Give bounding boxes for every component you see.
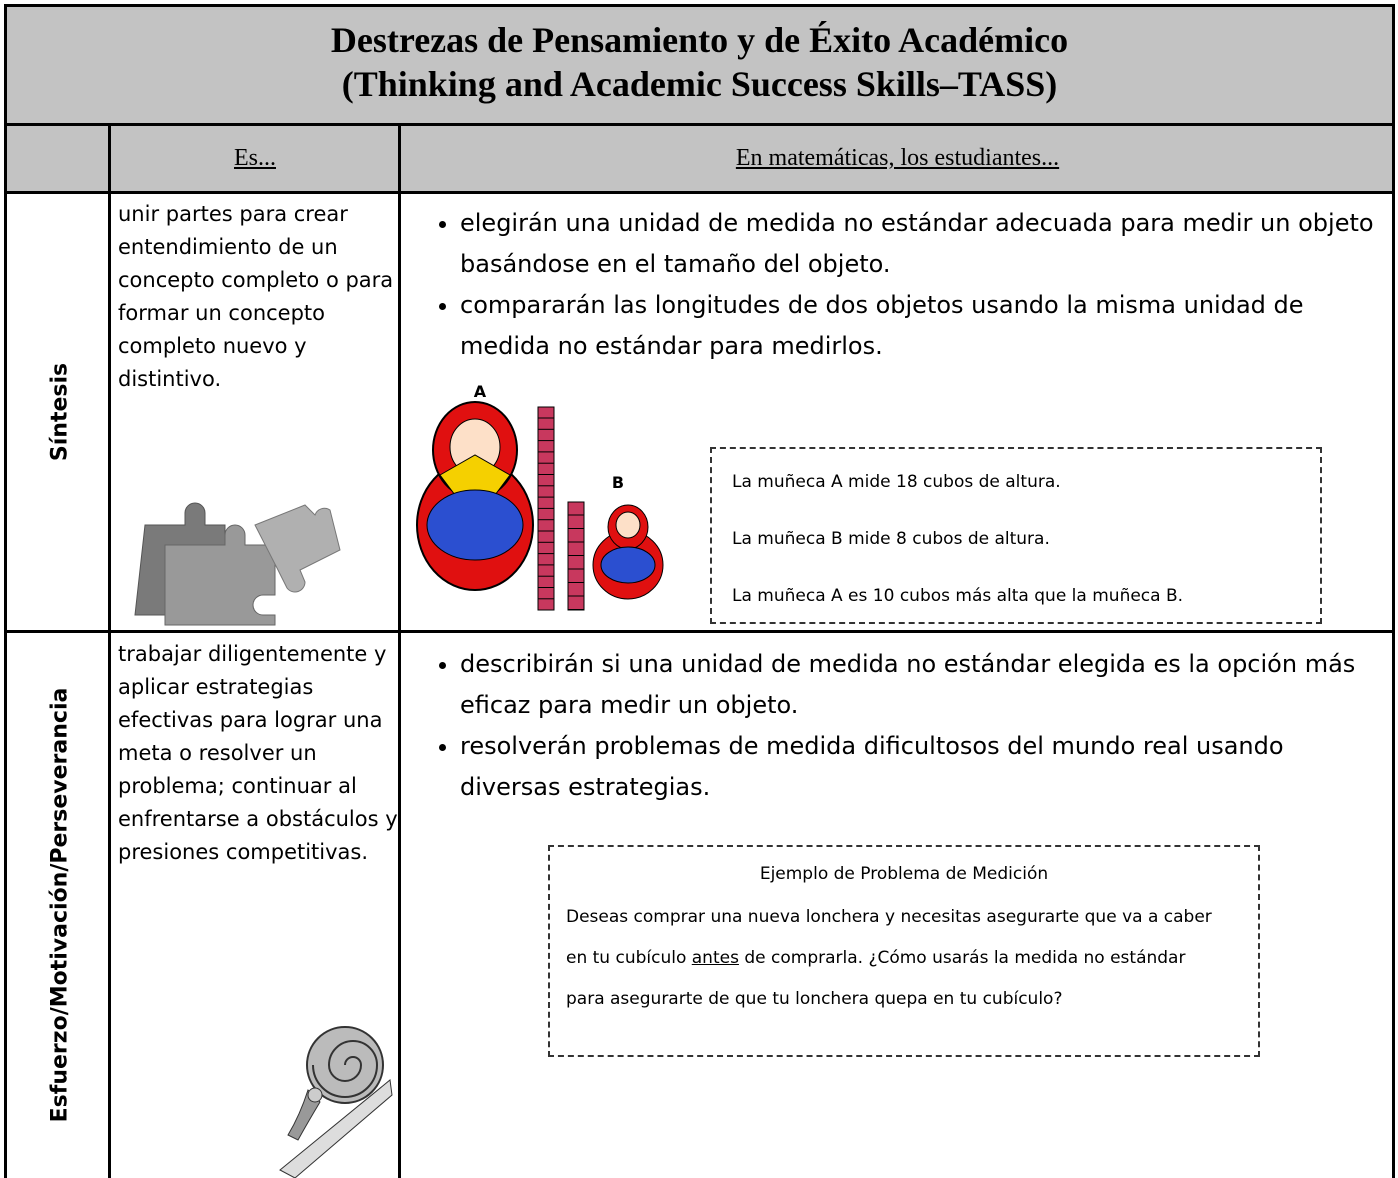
column-header: En matemáticas, los estudiantes... <box>735 145 1060 171</box>
description: trabajar diligentemente y aplicar estrat… <box>118 642 398 864</box>
example-text: Deseas comprar una nueva lonchera y nece… <box>566 897 1216 1020</box>
text: Deseas comprar una nueva lonchera y nece… <box>566 907 1212 968</box>
perseverance-image <box>279 1026 393 1178</box>
example-line: La muñeca A es 10 cubos más alta que la … <box>732 586 1184 606</box>
column-header: Es... <box>234 145 276 171</box>
rule <box>108 123 111 1178</box>
row-label: Esfuerzo/Motivación/Perseverancia <box>47 687 73 1123</box>
bullets: describirán si una unidad de medida no e… <box>415 644 1385 808</box>
figure-label: B <box>612 473 624 492</box>
example-line: La muñeca B mide 8 cubos de altura. <box>732 529 1050 549</box>
example-box: La muñeca A mide 18 cubos de altura. La … <box>710 447 1322 624</box>
header-bg <box>4 4 1395 193</box>
figure-label: A <box>474 385 487 401</box>
bullet: elegirán una unidad de medida no estánda… <box>460 203 1385 285</box>
bullet: compararán las longitudes de dos objetos… <box>460 285 1385 367</box>
title-line: Destrezas de Pensamiento y de Éxito Acad… <box>330 20 1069 60</box>
description: unir partes para crear entendimiento de … <box>118 202 394 391</box>
text: de comprarla. ¿Cómo usarás la medida no … <box>566 948 1186 1009</box>
title-line: (Thinking and Academic Success Skills–TA… <box>341 64 1058 104</box>
rule <box>4 630 1395 633</box>
example-title: Ejemplo de Problema de Medición <box>759 864 1049 884</box>
puzzle-image <box>134 502 341 626</box>
underlined-text: antes <box>691 948 739 968</box>
bullets: elegirán una unidad de medida no estánda… <box>415 203 1385 367</box>
example-box: Ejemplo de Problema de Medición Deseas c… <box>548 845 1260 1057</box>
row-label: Síntesis <box>47 362 73 462</box>
rule <box>4 123 1395 126</box>
bullet: describirán si una unidad de medida no e… <box>460 644 1385 726</box>
bullet: resolverán problemas de medida dificulto… <box>460 726 1385 808</box>
title: Destrezas de Pensamiento y de Éxito Acad… <box>4 18 1395 106</box>
table-border <box>4 4 1395 1178</box>
rule <box>398 123 401 1178</box>
rule <box>4 191 1395 194</box>
example-line: La muñeca A mide 18 cubos de altura. <box>732 472 1061 492</box>
dolls-image: A B <box>416 385 664 611</box>
